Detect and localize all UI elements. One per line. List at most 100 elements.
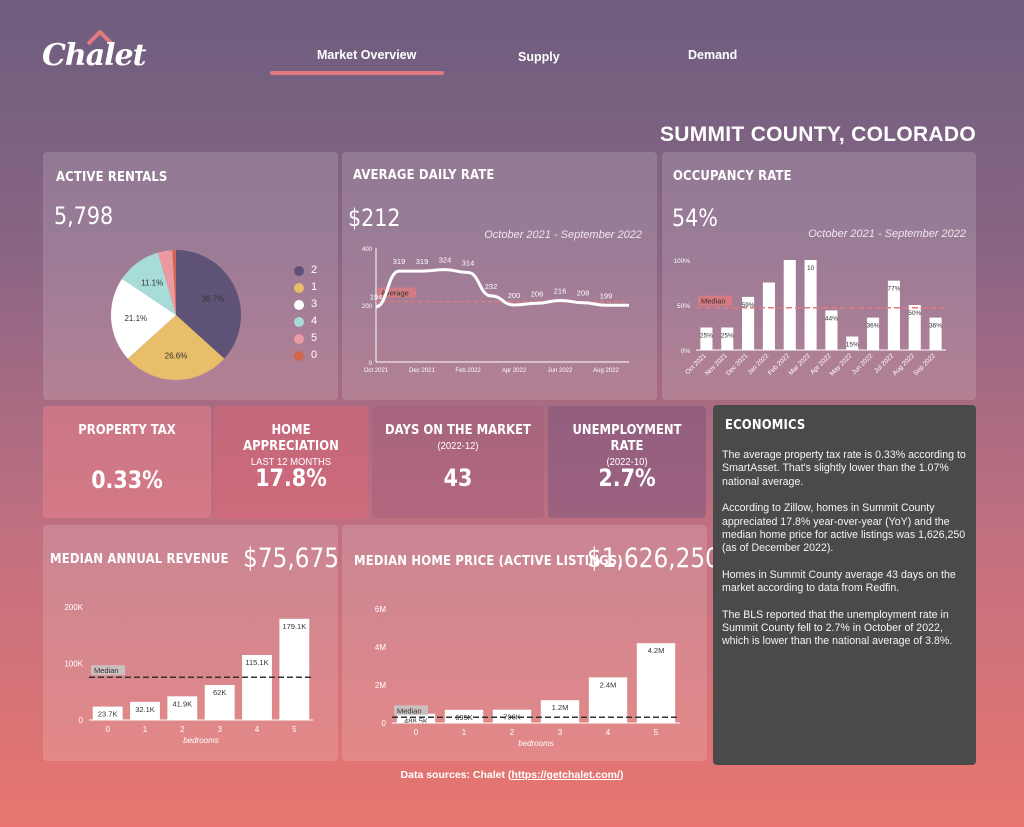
x-tick-label: 0 xyxy=(414,728,419,737)
y-tick-label: 0 xyxy=(369,361,373,367)
data-label: 115.1K xyxy=(245,658,268,667)
data-label: 314 xyxy=(462,259,475,268)
roof-icon xyxy=(86,30,114,46)
x-tick-label: Mar 2022 xyxy=(788,352,813,377)
pie-slice xyxy=(172,250,176,315)
pie-slice xyxy=(176,250,241,359)
legend-label: 2 xyxy=(311,264,318,276)
tab-demand[interactable]: Demand xyxy=(688,48,738,62)
legend-item: 2 xyxy=(294,264,318,276)
bar xyxy=(846,336,859,350)
data-label: 32.1K xyxy=(135,705,155,714)
y-tick-label: 100K xyxy=(64,660,83,669)
tab-supply[interactable]: Supply xyxy=(518,50,560,64)
y-tick-label: 0% xyxy=(681,348,691,355)
card-title: MEDIAN ANNUAL REVENUE xyxy=(50,551,229,567)
kpi-subtitle: (2022-10) xyxy=(606,456,648,468)
data-label: 25% xyxy=(721,333,734,340)
legend-label: 0 xyxy=(311,349,318,361)
y-tick-label: 50% xyxy=(677,303,690,310)
pie-slice-label: 26.6% xyxy=(165,351,188,360)
footer-link[interactable]: https://getchalet.com/ xyxy=(511,769,620,781)
footer-prefix: Data sources: Chalet ( xyxy=(400,769,512,781)
kpi-title: DAYS ON THE MARKET xyxy=(385,422,531,438)
tab-market-overview[interactable]: Market Overview xyxy=(317,48,417,62)
kpi-days-on-market: DAYS ON THE MARKET (2022-12) 43 xyxy=(372,406,544,518)
data-label: 324 xyxy=(439,256,452,265)
x-tick-label: 1 xyxy=(143,725,148,734)
data-label: 23.7K xyxy=(98,710,118,719)
bar xyxy=(825,310,838,350)
kpi-title: HOME APPRECIATION xyxy=(243,422,339,454)
legend-swatch xyxy=(294,283,304,293)
legend-item: 4 xyxy=(294,315,317,327)
data-label: 206 xyxy=(531,289,544,298)
legend-item: 5 xyxy=(294,332,317,344)
logo[interactable]: Chalet xyxy=(42,30,146,74)
legend-item: 1 xyxy=(294,281,317,293)
median-label: Median xyxy=(701,297,726,306)
data-label: 15% xyxy=(846,342,859,349)
kpi-value: 17.8% xyxy=(255,464,327,492)
pie-slice-label: 36.7% xyxy=(201,295,224,304)
bar xyxy=(92,706,123,720)
kpi-subtitle: (2022-12) xyxy=(437,440,479,452)
bar xyxy=(700,327,713,350)
kpi-unemployment-rate: UNEMPLOYMENT RATE (2022-10) 2.7% xyxy=(548,406,706,518)
data-label: 4.2M xyxy=(648,646,665,655)
y-tick-label: 200 xyxy=(362,304,373,310)
x-tick-label: 3 xyxy=(217,725,222,734)
bar xyxy=(204,684,235,720)
kpi-title: PROPERTY TAX xyxy=(78,422,176,438)
bar xyxy=(804,260,817,350)
kpi-subtitle: LAST 12 MONTHS xyxy=(250,456,332,468)
adr-value: $212 xyxy=(348,204,401,232)
legend-item: 0 xyxy=(294,349,318,361)
legend-label: 3 xyxy=(311,298,318,310)
data-label: 36% xyxy=(929,323,942,330)
kpi-home-appreciation: HOME APPRECIATION LAST 12 MONTHS 17.8% xyxy=(214,406,368,518)
data-label: 59% xyxy=(742,302,755,309)
y-tick-label: 0 xyxy=(382,719,387,728)
data-label: 1.2M xyxy=(552,703,569,712)
adr-line xyxy=(375,268,629,309)
bar xyxy=(721,327,734,350)
data-label: 194 xyxy=(370,293,383,302)
card-title: OCCUPANCY RATE xyxy=(673,168,792,184)
average-label: Average xyxy=(381,289,409,298)
revenue-value: $75,675 xyxy=(243,543,340,574)
x-tick-label: 3 xyxy=(558,728,563,737)
active-tab-indicator xyxy=(270,71,444,75)
median-label-bg xyxy=(698,295,732,306)
kpi-property-tax: PROPERTY TAX 0.33% xyxy=(43,406,211,518)
y-tick-label: 6M xyxy=(375,605,386,614)
data-label: 232 xyxy=(485,282,498,291)
x-tick-label: 0 xyxy=(105,725,110,734)
bar xyxy=(929,317,942,350)
economics-paragraph: Homes in Summit County average 43 days o… xyxy=(722,568,956,595)
y-tick-label: 100% xyxy=(673,258,690,265)
revenue-bar-chart: 0 100K 200K 23.7K 0 32.1K 1 41.9K 2 62K 3 115.1K 4 17… xyxy=(64,603,313,745)
pie-chart: 36.7% 26.6% 21.1% 11.1% xyxy=(110,250,241,380)
data-label: 41.9K xyxy=(173,699,193,708)
bar xyxy=(167,696,198,720)
economics-paragraph: The BLS reported that the unemployment r… xyxy=(722,608,953,648)
economics-paragraph: According to Zillow, homes in Summit Cou… xyxy=(722,502,966,555)
logo-text: Chalet xyxy=(42,38,146,73)
active-rentals-value: 5,798 xyxy=(54,202,114,230)
y-tick-label: 4M xyxy=(375,643,386,652)
bar xyxy=(279,618,310,720)
y-tick-label: 2M xyxy=(375,681,386,690)
kpi-title: UNEMPLOYMENT RATE xyxy=(572,422,682,454)
x-tick-label: 1 xyxy=(462,728,467,737)
x-tick-label: Dec 2021 xyxy=(725,352,750,377)
x-axis-label: bedrooms xyxy=(183,736,219,745)
y-tick-label: 0 xyxy=(79,716,84,725)
bar xyxy=(742,296,755,350)
average-label-bg xyxy=(378,287,416,298)
median-home-price-card: MEDIAN HOME PRICE (ACTIVE LISTINGS) $1,6… xyxy=(342,525,720,761)
x-tick-label: Apr 2022 xyxy=(502,368,527,374)
home-price-bar-chart: 02M4M6M488.5K0695K1798K21.2M32.4M44.2M5M… xyxy=(375,605,680,748)
